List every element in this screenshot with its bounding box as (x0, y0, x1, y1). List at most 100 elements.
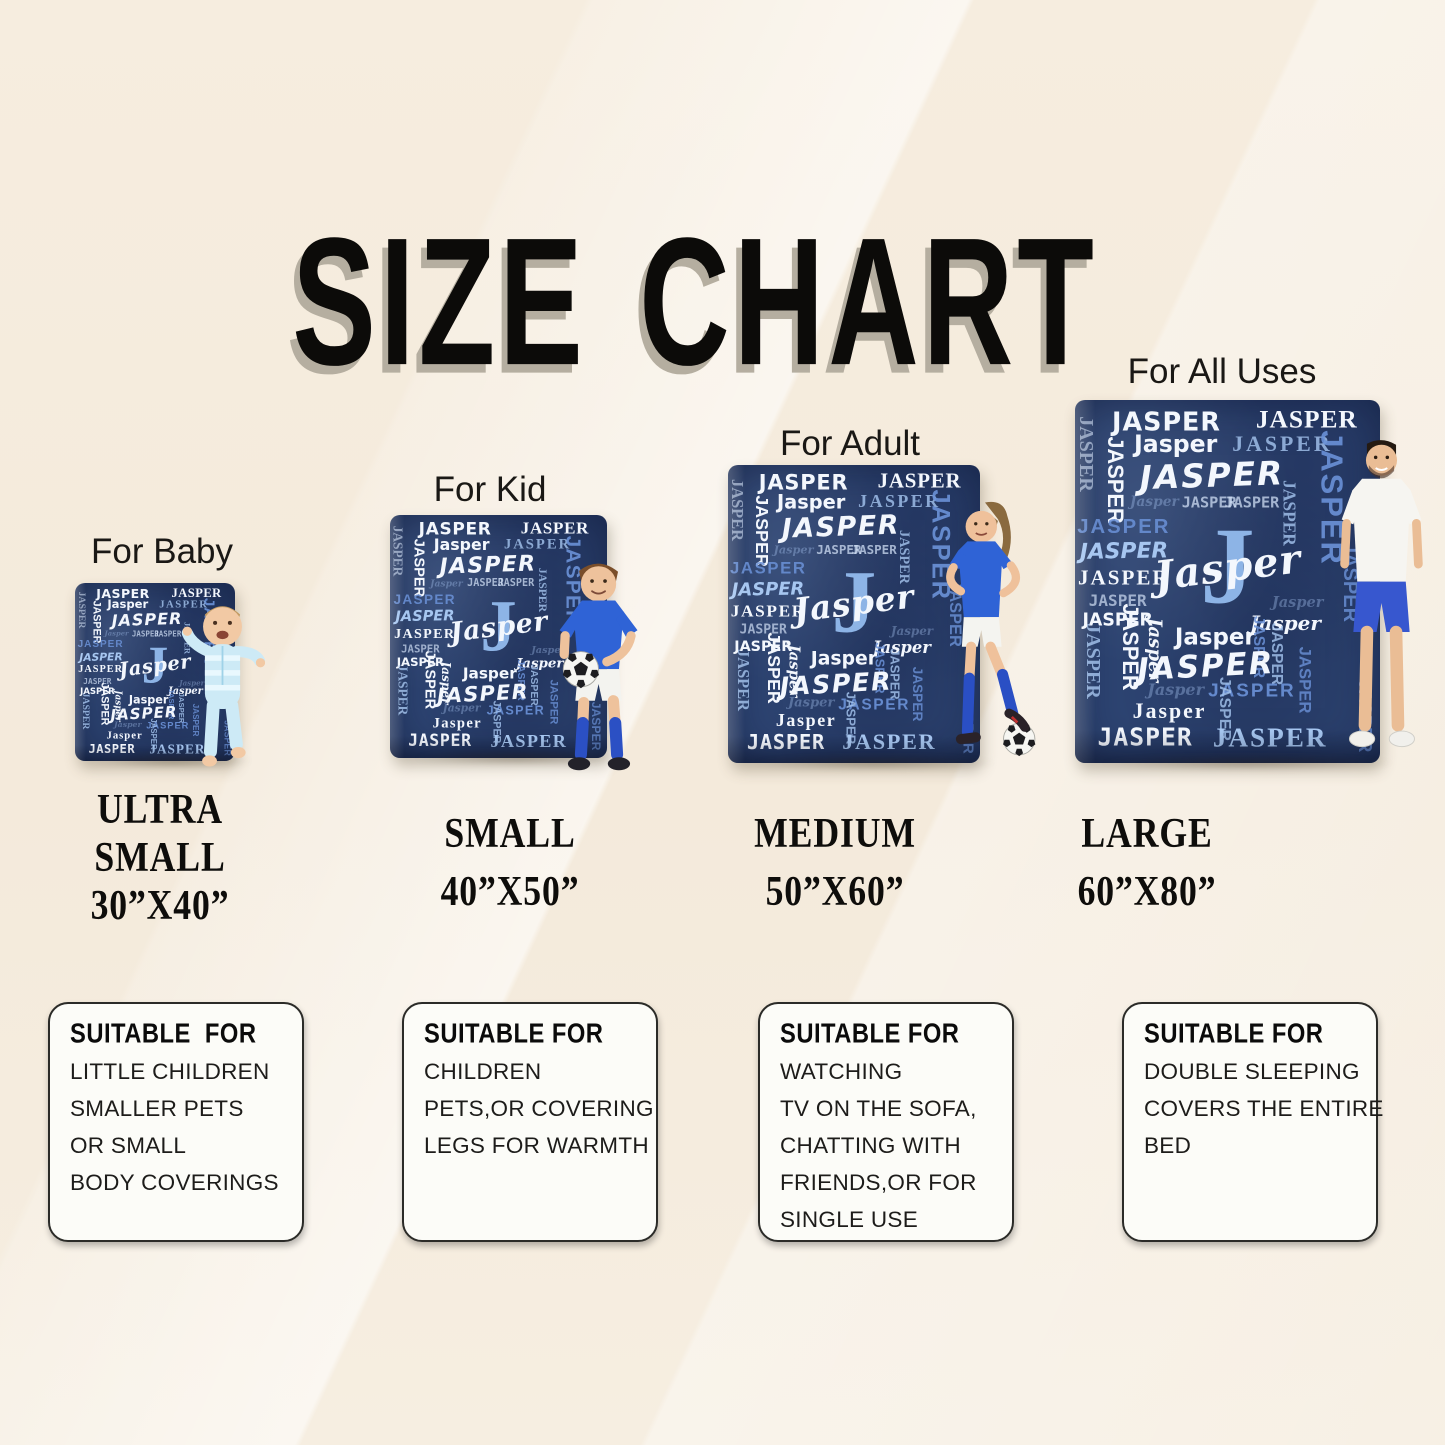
blanket-word: JASPER (1082, 610, 1153, 631)
size-name: ULTRA (97, 787, 223, 833)
blanket-word: Jasper (462, 664, 517, 683)
suitable-line: BED (1144, 1133, 1192, 1158)
blanket-word: J (480, 585, 517, 667)
blanket-word: JASPER (394, 626, 456, 643)
suitable-lines: CHILDREN PETS,OR COVERING LEGS FOR WARMTH (424, 1053, 654, 1164)
suitable-heading: SUITABLE FOR (1144, 1018, 1324, 1050)
blanket-word: Jasper (104, 629, 129, 638)
blanket-word: JASPER (781, 509, 902, 545)
blanket-word: JASPER (77, 639, 124, 651)
blanket-word: JASPER (88, 741, 136, 756)
blanket-word: Jasper (1249, 611, 1321, 636)
boy-figure (545, 556, 653, 774)
blanket-word: JASPER (758, 470, 849, 495)
blanket-word-cloud: JASPER JASPER JASPER Jasper JASPER JASPER JASP… (728, 465, 980, 763)
size-dimensions: 60”X80” (1077, 869, 1217, 915)
blanket-word: JASPER (1232, 432, 1333, 457)
blanket-word: JASPER (746, 729, 826, 754)
blanket-word: JASPER (98, 682, 111, 726)
blanket-word: Jasper (775, 710, 837, 731)
blanket-word: JASPER (171, 585, 222, 600)
suitable-line: OR SMALL (70, 1133, 187, 1158)
suitable-heading: SUITABLE FOR (70, 1018, 257, 1050)
blanket-word: JASPER (393, 592, 456, 608)
blanket-word: JASPER (490, 700, 503, 743)
page-title: SIZE CHART (292, 200, 1098, 404)
suitable-box: SUITABLE FOR LITTLE CHILDREN SMALLER PETS… (48, 1002, 304, 1242)
blanket-word: JASPER (1212, 721, 1328, 752)
blanket-word: JASPER (877, 468, 962, 493)
suitable-line: LEGS FOR WARMTH (424, 1133, 649, 1158)
blanket-word: Jasper (433, 535, 490, 555)
blanket-word: JASPER (858, 491, 941, 512)
blanket-word: JASPER (159, 598, 209, 611)
blanket-word: JASPER (842, 728, 937, 754)
blanket-word: JASPER (75, 591, 87, 629)
blanket-word: Jasper (442, 702, 481, 716)
blanket-word: Jasper (107, 597, 149, 612)
blanket-word: Jasper (515, 655, 564, 672)
blanket-word: Jasper (430, 578, 463, 590)
blanket-word: JASPER (1075, 416, 1097, 493)
blanket-word: Jasper (773, 542, 814, 557)
blanket-word: JASPER (816, 541, 862, 557)
blanket-word: JASPER (1295, 646, 1315, 713)
blanket-word: JASPER (80, 686, 115, 697)
blanket-word: JASPER (1224, 493, 1280, 512)
blanket-word: JASPER (486, 703, 546, 718)
suitable-line: CHATTING WITH (780, 1133, 961, 1158)
blanket-word: Jasper (1151, 536, 1304, 600)
blanket-word: Jasper (872, 638, 931, 658)
blanket-word: JASPER (728, 478, 748, 541)
blanket-word: JASPER (1088, 591, 1147, 611)
blanket-word: Jasper (1147, 680, 1205, 700)
blanket-word: JASPER (1181, 493, 1237, 512)
blanket-word: JASPER (396, 655, 445, 670)
blanket-word: JASPER (1082, 623, 1105, 700)
blanket-word: Jasper (787, 695, 835, 711)
blanket-word: Jasper (168, 686, 203, 698)
suitable-line: DOUBLE SLEEPING (1144, 1059, 1360, 1084)
blanket-word: JASPER (395, 664, 411, 716)
blanket-word: JASPER (1077, 515, 1171, 538)
blanket-word: JASPER (851, 541, 897, 557)
blanket-word: Jasper (1271, 594, 1324, 612)
blanket-word: Jasper (791, 575, 917, 630)
blanket-word: Jasper (106, 729, 143, 742)
blanket-word: Jasper (447, 605, 550, 649)
suitable-line: SINGLE USE (780, 1207, 919, 1232)
blanket-word: JASPER (734, 638, 793, 655)
column-label: For Adult (779, 424, 921, 463)
blanket-word: JASPER (844, 692, 860, 745)
suitable-line: COVERS THE ENTIRE (1144, 1096, 1384, 1121)
blanket-word: Jasper (531, 645, 566, 657)
size-name: SMALL (444, 811, 576, 857)
blanket-word: Jasper (810, 648, 878, 670)
blanket-word: JASPER (1216, 676, 1234, 741)
column-label: For Baby (91, 532, 233, 571)
blanket-word: JASPER (78, 664, 123, 676)
baby-figure (180, 596, 265, 772)
column-label: For Kid (433, 470, 547, 509)
suitable-heading: SUITABLE FOR (780, 1018, 960, 1050)
blanket-word: JASPER (497, 578, 535, 590)
blanket-word: JASPER (390, 526, 406, 577)
suitable-line: LITTLE CHILDREN (70, 1059, 270, 1084)
blanket-word: JASPER (1102, 436, 1128, 524)
blanket-word: JASPER (96, 585, 150, 601)
size-name: LARGE (1081, 811, 1213, 857)
suitable-line: SMALLER PETS (70, 1096, 244, 1121)
suitable-box: SUITABLE FOR CHILDREN PETS,OR COVERING LEG… (402, 1002, 658, 1242)
blanket-word: JASPER (467, 578, 504, 590)
blanket-word: JASPER (528, 664, 540, 706)
blanket-word: JASPER (1097, 722, 1193, 752)
blanket-word: JASPER (730, 601, 806, 621)
man-figure (1330, 436, 1432, 766)
suitable-line: TV ON THE SOFA, (780, 1096, 977, 1121)
blanket-word: JASPER (1077, 565, 1170, 590)
blanket-image: JASPER JASPER JASPER Jasper JASPER JASPER JASP… (1075, 400, 1380, 763)
suitable-line: BODY COVERINGS (70, 1170, 279, 1195)
blanket-word: JASPER (421, 651, 438, 710)
blanket-word: JASPER (1255, 405, 1358, 434)
